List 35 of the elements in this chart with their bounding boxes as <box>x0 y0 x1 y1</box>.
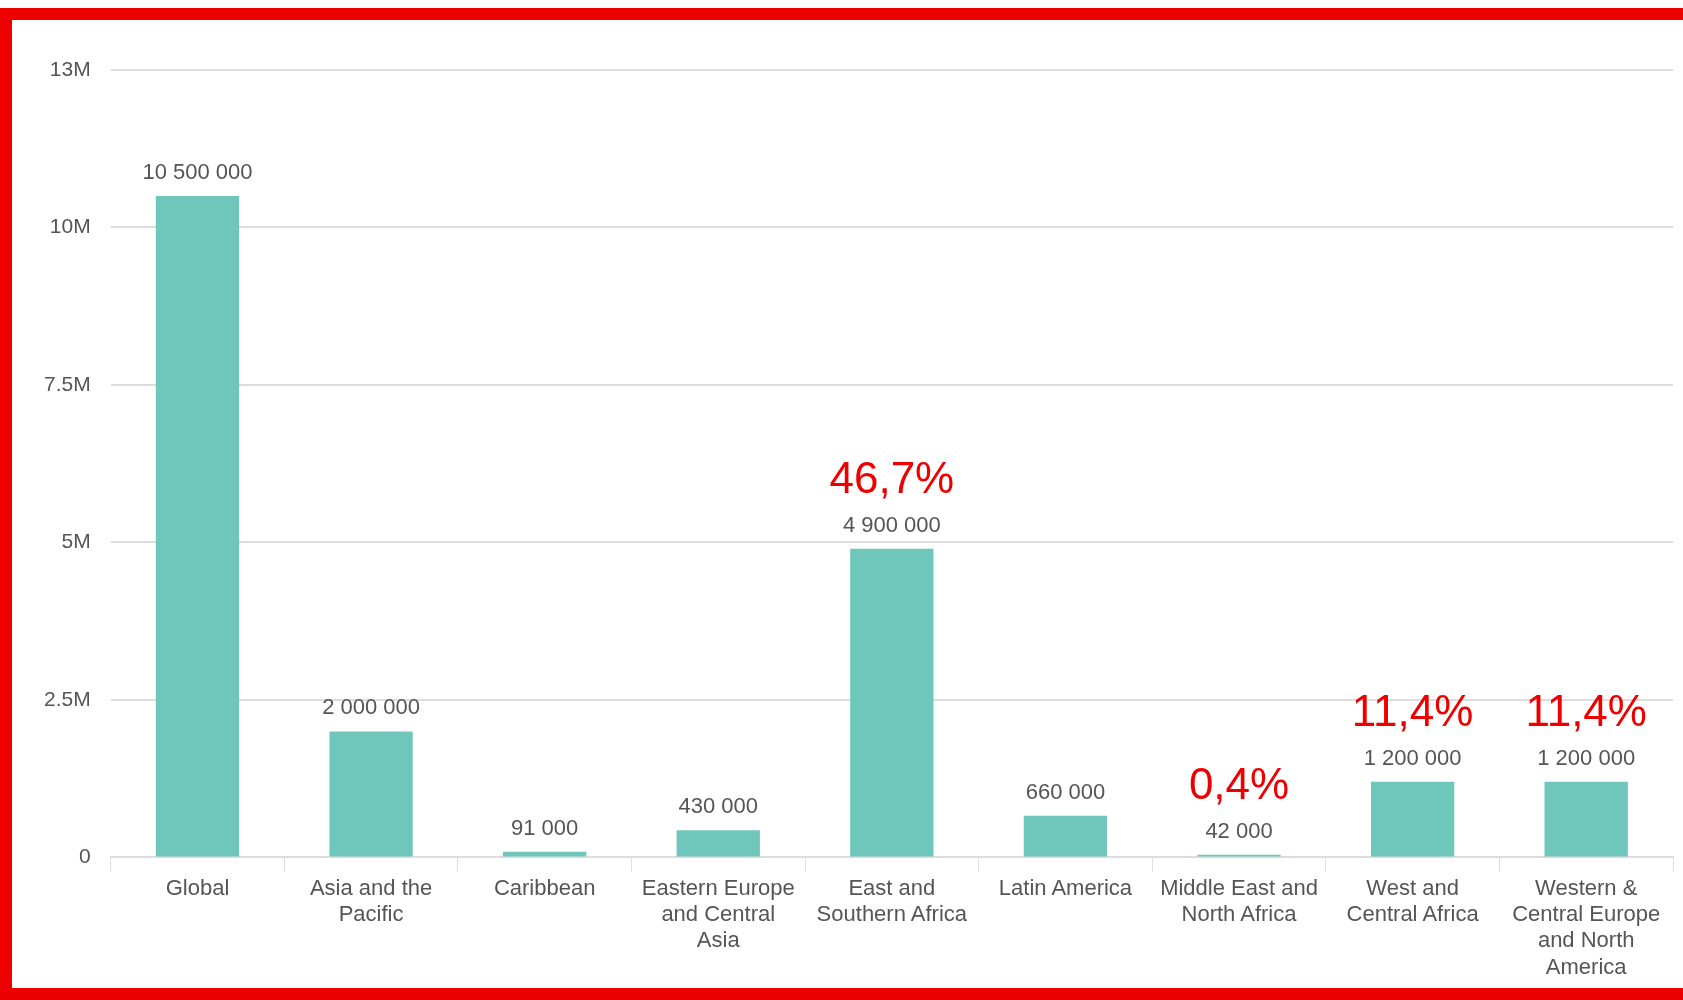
data-label: 660 000 <box>1025 778 1106 804</box>
annotation: 0,4% <box>1188 758 1290 808</box>
x-tick-label: Middle East and North Africa <box>1160 874 1318 927</box>
x-tick-label: Eastern Europe and Central Asia <box>641 874 795 953</box>
x-tick-label: Western & Central Europe and North America <box>1512 874 1661 979</box>
bar <box>1544 781 1628 857</box>
annotation: 46,7% <box>829 452 955 502</box>
bar <box>329 731 413 857</box>
x-tick-label: Global <box>165 874 230 900</box>
x-tick-label: West and Central Africa <box>1346 874 1480 927</box>
y-tick-label: 13M <box>49 56 91 80</box>
data-label: 1 200 000 <box>1537 744 1636 770</box>
x-tick-label: Caribbean <box>493 874 596 900</box>
y-tick-label: 5M <box>61 529 91 553</box>
x-tick-label: East and Southern Africa <box>816 874 968 927</box>
data-label: 1 200 000 <box>1363 744 1462 770</box>
data-label: 2 000 000 <box>322 694 421 720</box>
x-tick-label: Asia and the Pacific <box>309 874 433 927</box>
annotation: 11,4% <box>1525 685 1647 735</box>
bar <box>155 195 240 857</box>
data-label: 10 500 000 <box>142 159 253 185</box>
data-label: 4 900 000 <box>842 511 941 537</box>
x-tick-label: Latin America <box>998 874 1133 900</box>
bar <box>850 548 934 857</box>
bar <box>1023 815 1108 857</box>
data-label: 91 000 <box>511 814 579 840</box>
y-tick-label: 2.5M <box>44 686 91 710</box>
y-tick-label: 10M <box>49 214 91 238</box>
bar <box>676 830 760 857</box>
annotation: 11,4% <box>1351 685 1474 735</box>
y-tick-label: 7.5M <box>44 371 91 395</box>
y-tick-label: 0 <box>79 844 91 868</box>
data-label: 430 000 <box>678 793 759 819</box>
data-label: 42 000 <box>1205 817 1273 843</box>
bar <box>1370 781 1455 857</box>
